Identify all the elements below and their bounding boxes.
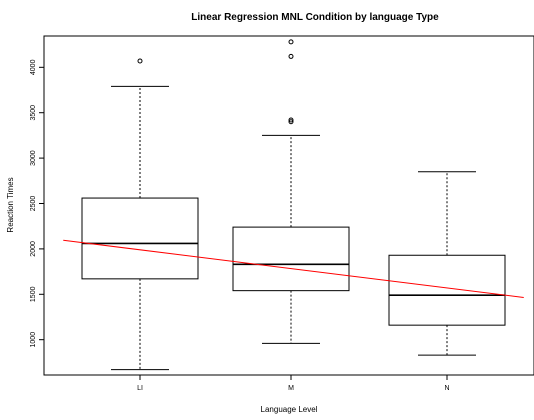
chart-title: Linear Regression MNL Condition by langu… xyxy=(191,12,439,23)
x-axis-label: Language Level xyxy=(261,405,318,414)
box-rect xyxy=(232,226,350,292)
regression-line xyxy=(63,239,524,298)
box-n xyxy=(388,171,506,356)
box-m xyxy=(232,39,350,344)
box-rect xyxy=(81,197,199,280)
y-tick-label: 3500 xyxy=(30,105,37,121)
y-tick-label: 1000 xyxy=(30,332,37,348)
x-axis: LI M N xyxy=(137,375,450,392)
outlier-point xyxy=(288,117,294,123)
x-tick-label: M xyxy=(288,385,294,392)
y-tick-label: 1500 xyxy=(30,286,37,302)
y-tick-label: 2000 xyxy=(30,241,37,257)
plot-area xyxy=(43,35,534,376)
box-li xyxy=(81,58,199,371)
y-tick-label: 4000 xyxy=(30,59,37,75)
y-tick-label: 3000 xyxy=(30,150,37,166)
x-tick-label: LI xyxy=(137,385,143,392)
outlier-point xyxy=(288,39,294,45)
y-axis-label: Reaction Times xyxy=(6,177,15,232)
boxes xyxy=(81,39,506,371)
outlier-point xyxy=(288,119,294,125)
y-tick-label: 2500 xyxy=(30,196,37,212)
outlier-point xyxy=(288,53,294,59)
y-axis: 1000 1500 2000 2500 3000 3500 4000 xyxy=(30,59,44,347)
x-tick-label: N xyxy=(444,385,449,392)
outlier-point xyxy=(137,58,143,64)
box-rect xyxy=(388,254,506,326)
regression-group xyxy=(63,239,524,298)
